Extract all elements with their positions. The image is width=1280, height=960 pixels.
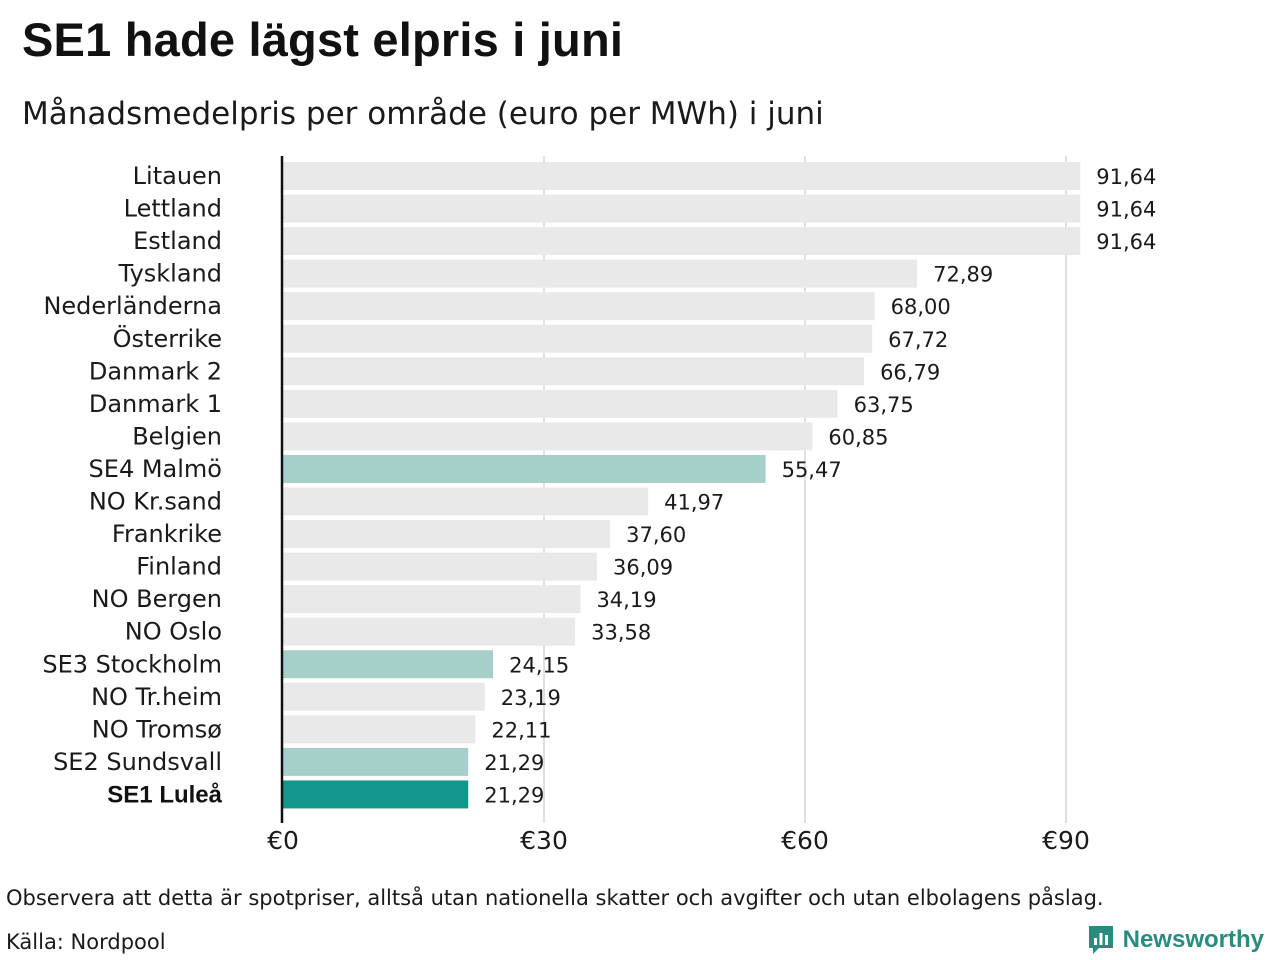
bar: [283, 454, 766, 483]
bar: [283, 487, 649, 516]
value-label: 24,15: [509, 653, 569, 677]
category-label: SE4 Malmö: [89, 455, 222, 483]
brand-name: Newsworthy: [1122, 926, 1264, 953]
axes: €0 €30 €60 €90: [267, 156, 1090, 855]
category-label: NO Oslo: [125, 618, 222, 646]
x-tick-label: €30: [520, 826, 568, 855]
value-label: 37,60: [626, 523, 686, 547]
bar: [283, 520, 611, 549]
chart-title: SE1 hade lägst elpris i juni: [22, 13, 624, 66]
category-label: NO Kr.sand: [89, 488, 222, 516]
bar: [283, 389, 838, 418]
value-label: 23,19: [501, 686, 561, 710]
value-label: 66,79: [880, 360, 940, 384]
brand-logo: Newsworthy: [1087, 924, 1264, 956]
category-label: Belgien: [132, 422, 222, 450]
value-label: 63,75: [854, 393, 914, 417]
category-label: Lettland: [124, 195, 222, 223]
x-tick-label: €0: [267, 826, 299, 855]
category-labels: Litauen Lettland Estland Tyskland Nederlände…: [42, 162, 222, 808]
category-label: Estland: [133, 227, 222, 255]
source-credit: Källa: Nordpool: [6, 930, 166, 954]
category-label: NO Tromsø: [92, 715, 222, 743]
bar: [283, 585, 581, 614]
category-label: Österrike: [113, 324, 222, 353]
category-label: SE1 Luleå: [107, 781, 222, 808]
chart-subtitle: Månadsmedelpris per område (euro per MWh…: [22, 96, 824, 132]
bars: [283, 162, 1081, 809]
bar: [283, 747, 469, 776]
value-label: 21,29: [484, 783, 544, 807]
value-label: 21,29: [484, 751, 544, 775]
bar: [283, 780, 469, 809]
bar: [283, 194, 1081, 223]
value-label: 68,00: [891, 295, 951, 319]
category-label: Danmark 2: [89, 357, 222, 385]
value-label: 72,89: [933, 263, 993, 287]
bar: [283, 715, 476, 744]
bar: [283, 617, 576, 646]
value-label: 91,64: [1096, 230, 1156, 254]
category-label: Frankrike: [112, 520, 222, 548]
bar: [283, 682, 485, 711]
bar-chart: Litauen Lettland Estland Tyskland Nederlände…: [42, 156, 1156, 855]
x-tick-label: €90: [1042, 826, 1090, 855]
category-label: SE2 Sundsvall: [53, 748, 222, 776]
value-label: 67,72: [888, 328, 948, 352]
category-label: NO Tr.heim: [91, 683, 222, 711]
value-label: 60,85: [828, 425, 888, 449]
value-label: 91,64: [1096, 198, 1156, 222]
bar: [283, 650, 494, 679]
value-label: 36,09: [613, 556, 673, 580]
footnote: Observera att detta är spotpriser, allts…: [6, 886, 1104, 910]
category-label: Danmark 1: [89, 390, 222, 418]
value-label: 22,11: [491, 718, 551, 742]
value-label: 55,47: [782, 458, 842, 482]
value-label: 34,19: [596, 588, 656, 612]
bar: [283, 259, 918, 288]
bar: [283, 162, 1081, 190]
category-label: SE3 Stockholm: [42, 650, 222, 678]
value-labels: 91,64 91,64 91,64 72,89 68,00 67,72 66,79 63,75…: [484, 165, 1156, 807]
category-label: Litauen: [133, 162, 222, 190]
value-label: 91,64: [1096, 165, 1156, 189]
bar: [283, 552, 597, 581]
x-tick-label: €60: [781, 826, 829, 855]
bar: [283, 357, 865, 386]
category-label: NO Bergen: [92, 585, 222, 613]
bar: [283, 422, 813, 451]
newsworthy-logo-icon: [1088, 926, 1113, 954]
value-label: 33,58: [591, 621, 651, 645]
value-label: 41,97: [664, 491, 724, 515]
bar: [283, 324, 873, 353]
bar: [283, 227, 1081, 256]
category-label: Finland: [136, 553, 222, 581]
category-label: Nederländerna: [43, 292, 222, 320]
bar: [283, 292, 875, 321]
category-label: Tyskland: [118, 260, 222, 288]
